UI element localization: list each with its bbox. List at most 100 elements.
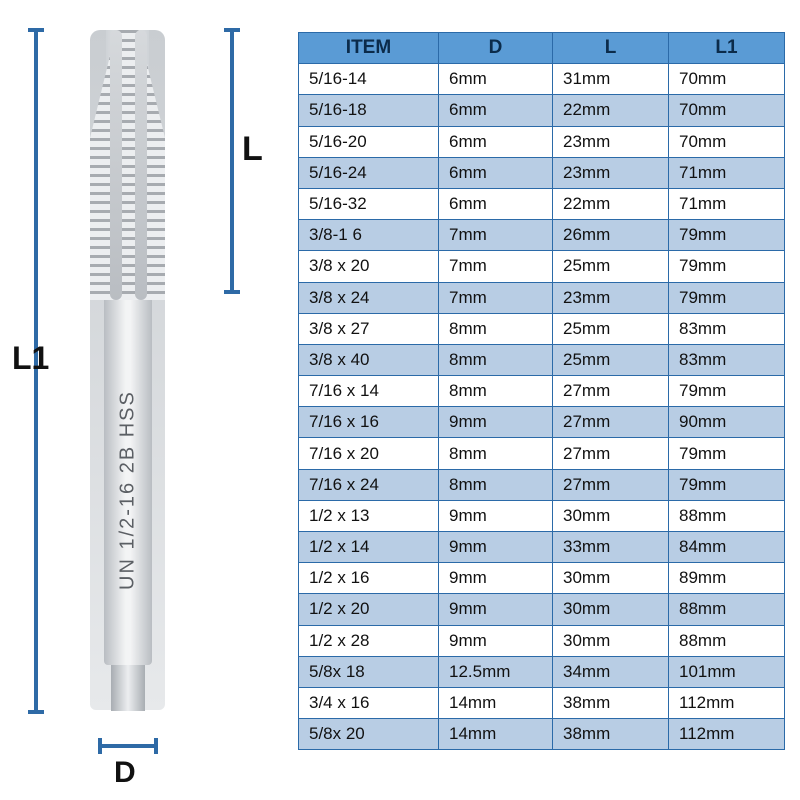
col-header-l1: L1 xyxy=(669,33,785,64)
cell-value: 9mm xyxy=(439,532,553,563)
table-row: 5/8x 1812.5mm34mm101mm xyxy=(299,656,785,687)
cell-value: 79mm xyxy=(669,376,785,407)
dim-tick xyxy=(154,738,158,754)
cell-value: 6mm xyxy=(439,64,553,95)
cell-value: 70mm xyxy=(669,126,785,157)
spec-table-wrap: ITEM D L L1 5/16-146mm31mm70mm5/16-186mm… xyxy=(298,32,784,750)
table-row: 7/16 x 208mm27mm79mm xyxy=(299,438,785,469)
cell-item: 3/4 x 16 xyxy=(299,687,439,718)
col-header-item: ITEM xyxy=(299,33,439,64)
dim-label-L1: L1 xyxy=(12,340,49,377)
table-row: 3/4 x 1614mm38mm112mm xyxy=(299,687,785,718)
cell-item: 3/8 x 27 xyxy=(299,313,439,344)
table-row: 5/16-146mm31mm70mm xyxy=(299,64,785,95)
cell-value: 8mm xyxy=(439,313,553,344)
dim-tick xyxy=(224,290,240,294)
cell-value: 88mm xyxy=(669,625,785,656)
table-row: 5/16-186mm22mm70mm xyxy=(299,95,785,126)
cell-item: 1/2 x 28 xyxy=(299,625,439,656)
cell-value: 8mm xyxy=(439,469,553,500)
cell-value: 79mm xyxy=(669,282,785,313)
dim-label-L: L xyxy=(242,130,263,169)
tap-diagram: UN 1/2-16 2B HSS L1 L D xyxy=(0,0,280,800)
table-body: 5/16-146mm31mm70mm5/16-186mm22mm70mm5/16… xyxy=(299,64,785,750)
cell-value: 79mm xyxy=(669,251,785,282)
cell-value: 101mm xyxy=(669,656,785,687)
dim-tick xyxy=(28,28,44,32)
cell-value: 6mm xyxy=(439,126,553,157)
table-row: 5/16-246mm23mm71mm xyxy=(299,157,785,188)
cell-item: 1/2 x 13 xyxy=(299,500,439,531)
cell-value: 27mm xyxy=(553,469,669,500)
cell-value: 33mm xyxy=(553,532,669,563)
table-row: 3/8-1 67mm26mm79mm xyxy=(299,220,785,251)
cell-value: 14mm xyxy=(439,687,553,718)
cell-value: 25mm xyxy=(553,344,669,375)
table-row: 3/8 x 278mm25mm83mm xyxy=(299,313,785,344)
cell-item: 5/16-20 xyxy=(299,126,439,157)
cell-value: 84mm xyxy=(669,532,785,563)
cell-value: 27mm xyxy=(553,376,669,407)
cell-item: 5/8x 18 xyxy=(299,656,439,687)
cell-value: 31mm xyxy=(553,64,669,95)
cell-value: 27mm xyxy=(553,438,669,469)
cell-value: 88mm xyxy=(669,594,785,625)
col-header-l: L xyxy=(553,33,669,64)
dim-line-D xyxy=(100,744,156,748)
cell-value: 7mm xyxy=(439,220,553,251)
dim-tick xyxy=(28,710,44,714)
table-row: 5/16-206mm23mm70mm xyxy=(299,126,785,157)
dim-tick xyxy=(224,28,240,32)
cell-item: 5/8x 20 xyxy=(299,719,439,750)
cell-value: 27mm xyxy=(553,407,669,438)
cell-value: 79mm xyxy=(669,438,785,469)
cell-value: 71mm xyxy=(669,188,785,219)
cell-value: 90mm xyxy=(669,407,785,438)
tap-flute xyxy=(135,30,147,300)
cell-item: 5/16-18 xyxy=(299,95,439,126)
table-header-row: ITEM D L L1 xyxy=(299,33,785,64)
cell-item: 3/8-1 6 xyxy=(299,220,439,251)
table-row: 3/8 x 247mm23mm79mm xyxy=(299,282,785,313)
cell-value: 9mm xyxy=(439,563,553,594)
tap-engraving: UN 1/2-16 2B HSS xyxy=(110,350,146,630)
cell-item: 5/16-32 xyxy=(299,188,439,219)
cell-value: 9mm xyxy=(439,594,553,625)
cell-value: 7mm xyxy=(439,282,553,313)
cell-item: 3/8 x 40 xyxy=(299,344,439,375)
cell-value: 7mm xyxy=(439,251,553,282)
dim-label-D: D xyxy=(114,756,136,790)
cell-value: 34mm xyxy=(553,656,669,687)
table-row: 1/2 x 209mm30mm88mm xyxy=(299,594,785,625)
cell-item: 3/8 x 20 xyxy=(299,251,439,282)
cell-value: 70mm xyxy=(669,95,785,126)
cell-item: 7/16 x 14 xyxy=(299,376,439,407)
cell-item: 5/16-24 xyxy=(299,157,439,188)
cell-value: 89mm xyxy=(669,563,785,594)
cell-item: 7/16 x 24 xyxy=(299,469,439,500)
cell-item: 3/8 x 24 xyxy=(299,282,439,313)
cell-value: 6mm xyxy=(439,157,553,188)
cell-value: 9mm xyxy=(439,500,553,531)
cell-value: 30mm xyxy=(553,500,669,531)
cell-item: 1/2 x 14 xyxy=(299,532,439,563)
cell-value: 22mm xyxy=(553,188,669,219)
cell-item: 7/16 x 16 xyxy=(299,407,439,438)
dim-tick xyxy=(98,738,102,754)
cell-value: 8mm xyxy=(439,376,553,407)
cell-value: 83mm xyxy=(669,313,785,344)
table-row: 7/16 x 248mm27mm79mm xyxy=(299,469,785,500)
cell-value: 38mm xyxy=(553,719,669,750)
cell-value: 9mm xyxy=(439,407,553,438)
table-row: 3/8 x 207mm25mm79mm xyxy=(299,251,785,282)
spec-table: ITEM D L L1 5/16-146mm31mm70mm5/16-186mm… xyxy=(298,32,785,750)
cell-value: 83mm xyxy=(669,344,785,375)
table-row: 1/2 x 289mm30mm88mm xyxy=(299,625,785,656)
table-row: 7/16 x 148mm27mm79mm xyxy=(299,376,785,407)
table-row: 1/2 x 139mm30mm88mm xyxy=(299,500,785,531)
cell-value: 8mm xyxy=(439,438,553,469)
table-row: 5/16-326mm22mm71mm xyxy=(299,188,785,219)
cell-value: 8mm xyxy=(439,344,553,375)
table-row: 1/2 x 169mm30mm89mm xyxy=(299,563,785,594)
cell-value: 6mm xyxy=(439,95,553,126)
